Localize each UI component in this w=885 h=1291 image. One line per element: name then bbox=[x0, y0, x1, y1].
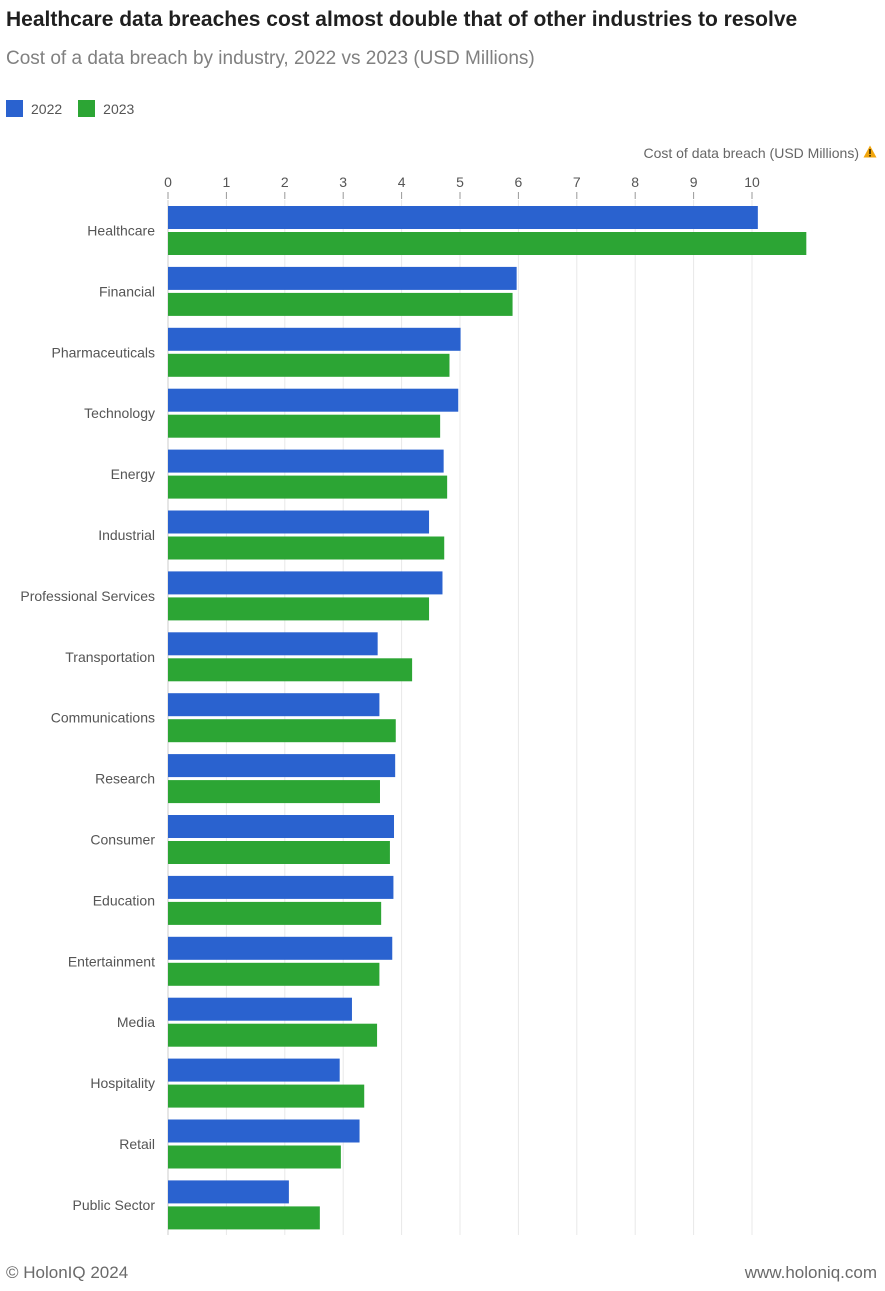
category-label-retail: Retail bbox=[119, 1136, 155, 1152]
category-label-communications: Communications bbox=[51, 710, 155, 726]
tick-label-5: 5 bbox=[456, 174, 464, 190]
bar-consumer-2022[interactable] bbox=[168, 815, 395, 838]
bar-pharmaceuticals-2023[interactable] bbox=[168, 353, 450, 377]
bar-pharmaceuticals-2022[interactable] bbox=[168, 327, 461, 351]
tick-label-6: 6 bbox=[515, 174, 523, 190]
bar-consumer-2023[interactable] bbox=[168, 841, 390, 864]
category-label-media: Media bbox=[117, 1014, 155, 1030]
category-label-energy: Energy bbox=[111, 466, 155, 482]
category-label-consumer: Consumer bbox=[90, 832, 155, 848]
tick-label-4: 4 bbox=[398, 174, 406, 190]
bar-transportation-2022[interactable] bbox=[168, 632, 378, 656]
tick-label-7: 7 bbox=[573, 174, 581, 190]
tick-label-2: 2 bbox=[281, 174, 289, 190]
tick-label-8: 8 bbox=[631, 174, 639, 190]
bar-research-2023[interactable] bbox=[168, 780, 380, 804]
bar-media-2022[interactable] bbox=[168, 997, 352, 1021]
bar-hospitality-2023[interactable] bbox=[168, 1084, 365, 1108]
legend-item-2023[interactable]: 2023 bbox=[78, 100, 134, 117]
chart-title: Healthcare data breaches cost almost dou… bbox=[6, 8, 798, 31]
bar-professional-services-2023[interactable] bbox=[168, 597, 430, 621]
category-label-public-sector: Public Sector bbox=[73, 1197, 156, 1213]
bar-retail-2023[interactable] bbox=[168, 1145, 341, 1169]
bar-technology-2022[interactable] bbox=[168, 388, 459, 412]
category-label-entertainment: Entertainment bbox=[68, 953, 155, 969]
legend-label-2022: 2022 bbox=[31, 100, 63, 117]
copyright-text: © HolonIQ 2024 bbox=[6, 1263, 129, 1282]
category-label-hospitality: Hospitality bbox=[90, 1075, 155, 1091]
bar-financial-2022[interactable] bbox=[168, 266, 517, 290]
category-label-research: Research bbox=[95, 771, 155, 787]
category-label-transportation: Transportation bbox=[65, 649, 155, 665]
category-label-industrial: Industrial bbox=[98, 527, 155, 543]
category-label-healthcare: Healthcare bbox=[87, 223, 155, 239]
warning-icon[interactable] bbox=[863, 145, 877, 161]
bar-hospitality-2022[interactable] bbox=[168, 1058, 340, 1082]
bar-retail-2022[interactable] bbox=[168, 1119, 360, 1143]
bar-entertainment-2023[interactable] bbox=[168, 962, 380, 986]
bar-technology-2023[interactable] bbox=[168, 414, 441, 438]
bar-communications-2023[interactable] bbox=[168, 719, 396, 743]
category-label-financial: Financial bbox=[99, 283, 155, 299]
bar-transportation-2023[interactable] bbox=[168, 658, 413, 682]
category-label-professional-services: Professional Services bbox=[20, 588, 155, 604]
category-label-technology: Technology bbox=[84, 405, 155, 421]
tick-label-3: 3 bbox=[339, 174, 347, 190]
bar-financial-2023[interactable] bbox=[168, 292, 513, 316]
chart-subtitle: Cost of a data breach by industry, 2022 … bbox=[6, 48, 535, 69]
bar-education-2022[interactable] bbox=[168, 875, 394, 899]
bar-research-2022[interactable] bbox=[168, 754, 396, 778]
bar-professional-services-2022[interactable] bbox=[168, 571, 443, 595]
bar-healthcare-2023[interactable] bbox=[168, 232, 807, 255]
legend-item-2022[interactable]: 2022 bbox=[6, 100, 62, 117]
tick-label-10: 10 bbox=[744, 174, 760, 190]
bar-energy-2022[interactable] bbox=[168, 449, 444, 473]
bar-public-sector-2023[interactable] bbox=[168, 1206, 320, 1230]
legend-swatch-2023 bbox=[78, 100, 96, 117]
tick-label-9: 9 bbox=[690, 174, 698, 190]
bar-industrial-2023[interactable] bbox=[168, 536, 445, 560]
category-label-education: Education bbox=[93, 892, 155, 908]
bar-entertainment-2022[interactable] bbox=[168, 936, 393, 960]
tick-label-1: 1 bbox=[223, 174, 231, 190]
bar-public-sector-2022[interactable] bbox=[168, 1180, 289, 1204]
bar-energy-2023[interactable] bbox=[168, 475, 448, 499]
bar-media-2023[interactable] bbox=[168, 1023, 378, 1047]
tick-label-0: 0 bbox=[164, 174, 172, 190]
website-link[interactable]: www.holoniq.com bbox=[744, 1263, 877, 1282]
category-label-pharmaceuticals: Pharmaceuticals bbox=[52, 344, 156, 360]
x-axis-caption-text: Cost of data breach (USD Millions) bbox=[643, 145, 859, 161]
x-axis-caption: Cost of data breach (USD Millions) bbox=[643, 145, 877, 161]
legend-swatch-2022 bbox=[6, 100, 23, 117]
bar-communications-2022[interactable] bbox=[168, 693, 380, 717]
bar-industrial-2022[interactable] bbox=[168, 510, 430, 534]
bar-education-2023[interactable] bbox=[168, 901, 382, 925]
bar-healthcare-2022[interactable] bbox=[168, 206, 758, 229]
legend-label-2023: 2023 bbox=[103, 100, 135, 117]
legend: 2022 2023 bbox=[6, 100, 150, 117]
bar-chart: 0 1 2 3 4 5 6 7 8 9 10 Healthcare Financial Pharmaceu… bbox=[20, 174, 807, 1235]
